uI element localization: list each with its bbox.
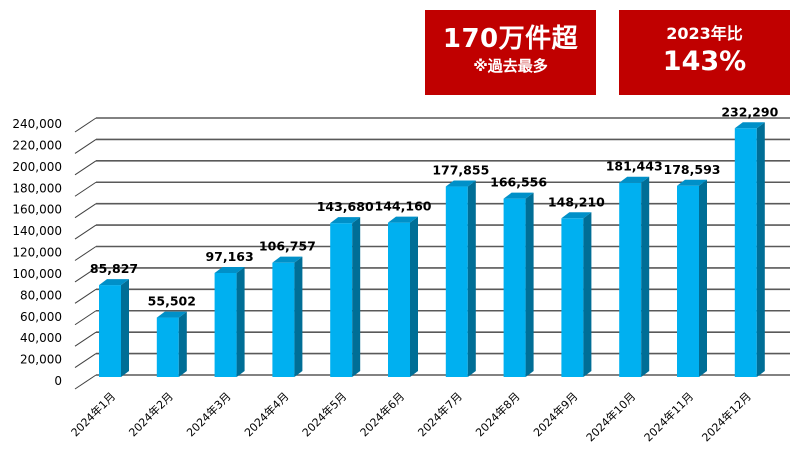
record-high-note: ※過去最多	[473, 57, 548, 75]
y-tick-label: 120,000	[12, 246, 62, 260]
bar	[677, 179, 707, 377]
bar	[272, 256, 303, 377]
x-axis-label: 2024年7月	[415, 389, 465, 439]
y-tick-label: 180,000	[12, 181, 62, 195]
x-axis-labels: 2024年1月 2024年2月 2024年3月 2024年4月 2024年5月 2024年…	[68, 389, 754, 444]
gridline-depth	[74, 288, 97, 304]
x-axis-label: 2024年4月	[241, 389, 291, 439]
gridline-depth	[74, 160, 97, 176]
bar	[330, 217, 361, 377]
x-axis-label: 2024年10月	[583, 389, 638, 444]
gridline-depth	[74, 246, 97, 261]
bar	[156, 311, 187, 377]
y-tick-label: 60,000	[20, 310, 62, 324]
x-axis-label: 2024年1月	[68, 389, 118, 439]
gridline-depth	[74, 224, 97, 240]
y-tick-label: 80,000	[20, 288, 62, 302]
x-axis-label: 2024年5月	[299, 389, 349, 439]
y-tick-label: 140,000	[12, 224, 62, 238]
yoy-label: 2023年比	[666, 24, 743, 43]
value-label: 148,210	[548, 194, 605, 209]
bar	[619, 176, 650, 377]
gridline-depth	[74, 203, 97, 219]
bars	[99, 122, 765, 377]
x-axis-label: 2024年8月	[473, 389, 523, 439]
x-axis-label: 2024年3月	[184, 389, 234, 439]
value-label: 181,443	[606, 159, 663, 174]
y-tick-label: 220,000	[12, 138, 62, 152]
x-axis-label: 2024年2月	[126, 389, 176, 439]
bar	[214, 266, 245, 377]
value-label: 178,593	[664, 162, 721, 177]
bar	[734, 122, 765, 377]
x-axis-label: 2024年12月	[699, 389, 754, 444]
value-label: 177,855	[432, 163, 489, 178]
gridline-depth	[74, 331, 97, 347]
x-axis-label: 2024年9月	[530, 389, 580, 439]
y-tick-label: 240,000	[12, 117, 62, 131]
x-axis-label: 2024年6月	[357, 389, 407, 439]
x-axis-label: 2024年11月	[641, 389, 696, 444]
gridline-depth	[74, 181, 97, 197]
yoy-ratio-badge: 2023年比 143%	[619, 10, 790, 95]
bar	[503, 192, 534, 377]
total-count-badge: 170万件超 ※過去最多	[425, 10, 596, 95]
y-tick-label: 160,000	[12, 203, 62, 217]
value-label: 144,160	[375, 199, 432, 214]
value-label: 55,502	[148, 294, 196, 309]
gridline-depth	[74, 310, 97, 326]
bar	[445, 180, 476, 377]
value-label: 166,556	[490, 175, 547, 190]
y-tick-label: 20,000	[20, 353, 62, 367]
gridlines	[74, 117, 790, 390]
value-label: 97,163	[205, 249, 253, 264]
y-tick-label: 200,000	[12, 160, 62, 174]
gridline-depth	[74, 139, 97, 154]
bar	[388, 216, 418, 377]
gridline-depth	[74, 267, 97, 283]
yoy-percent: 143%	[662, 46, 747, 77]
value-label: 232,290	[721, 104, 778, 119]
y-tick-label: 100,000	[12, 267, 62, 281]
value-label: 143,680	[317, 199, 374, 214]
value-labels: 85,827 55,502 97,163 106,757 143,680 144,160 1…	[90, 104, 779, 308]
total-count-text: 170万件超	[442, 24, 579, 54]
bar	[99, 279, 129, 377]
value-label: 85,827	[90, 261, 138, 276]
gridline-depth	[74, 353, 97, 368]
y-axis-ticks: 0 20,000 40,000 60,000 80,000 100,000 120,000 1…	[12, 117, 62, 388]
gridline-depth	[74, 117, 97, 133]
gridline-depth	[74, 374, 97, 390]
value-label: 106,757	[259, 239, 316, 254]
y-tick-label: 0	[54, 374, 62, 388]
y-tick-label: 40,000	[20, 331, 62, 345]
bar	[561, 212, 592, 377]
